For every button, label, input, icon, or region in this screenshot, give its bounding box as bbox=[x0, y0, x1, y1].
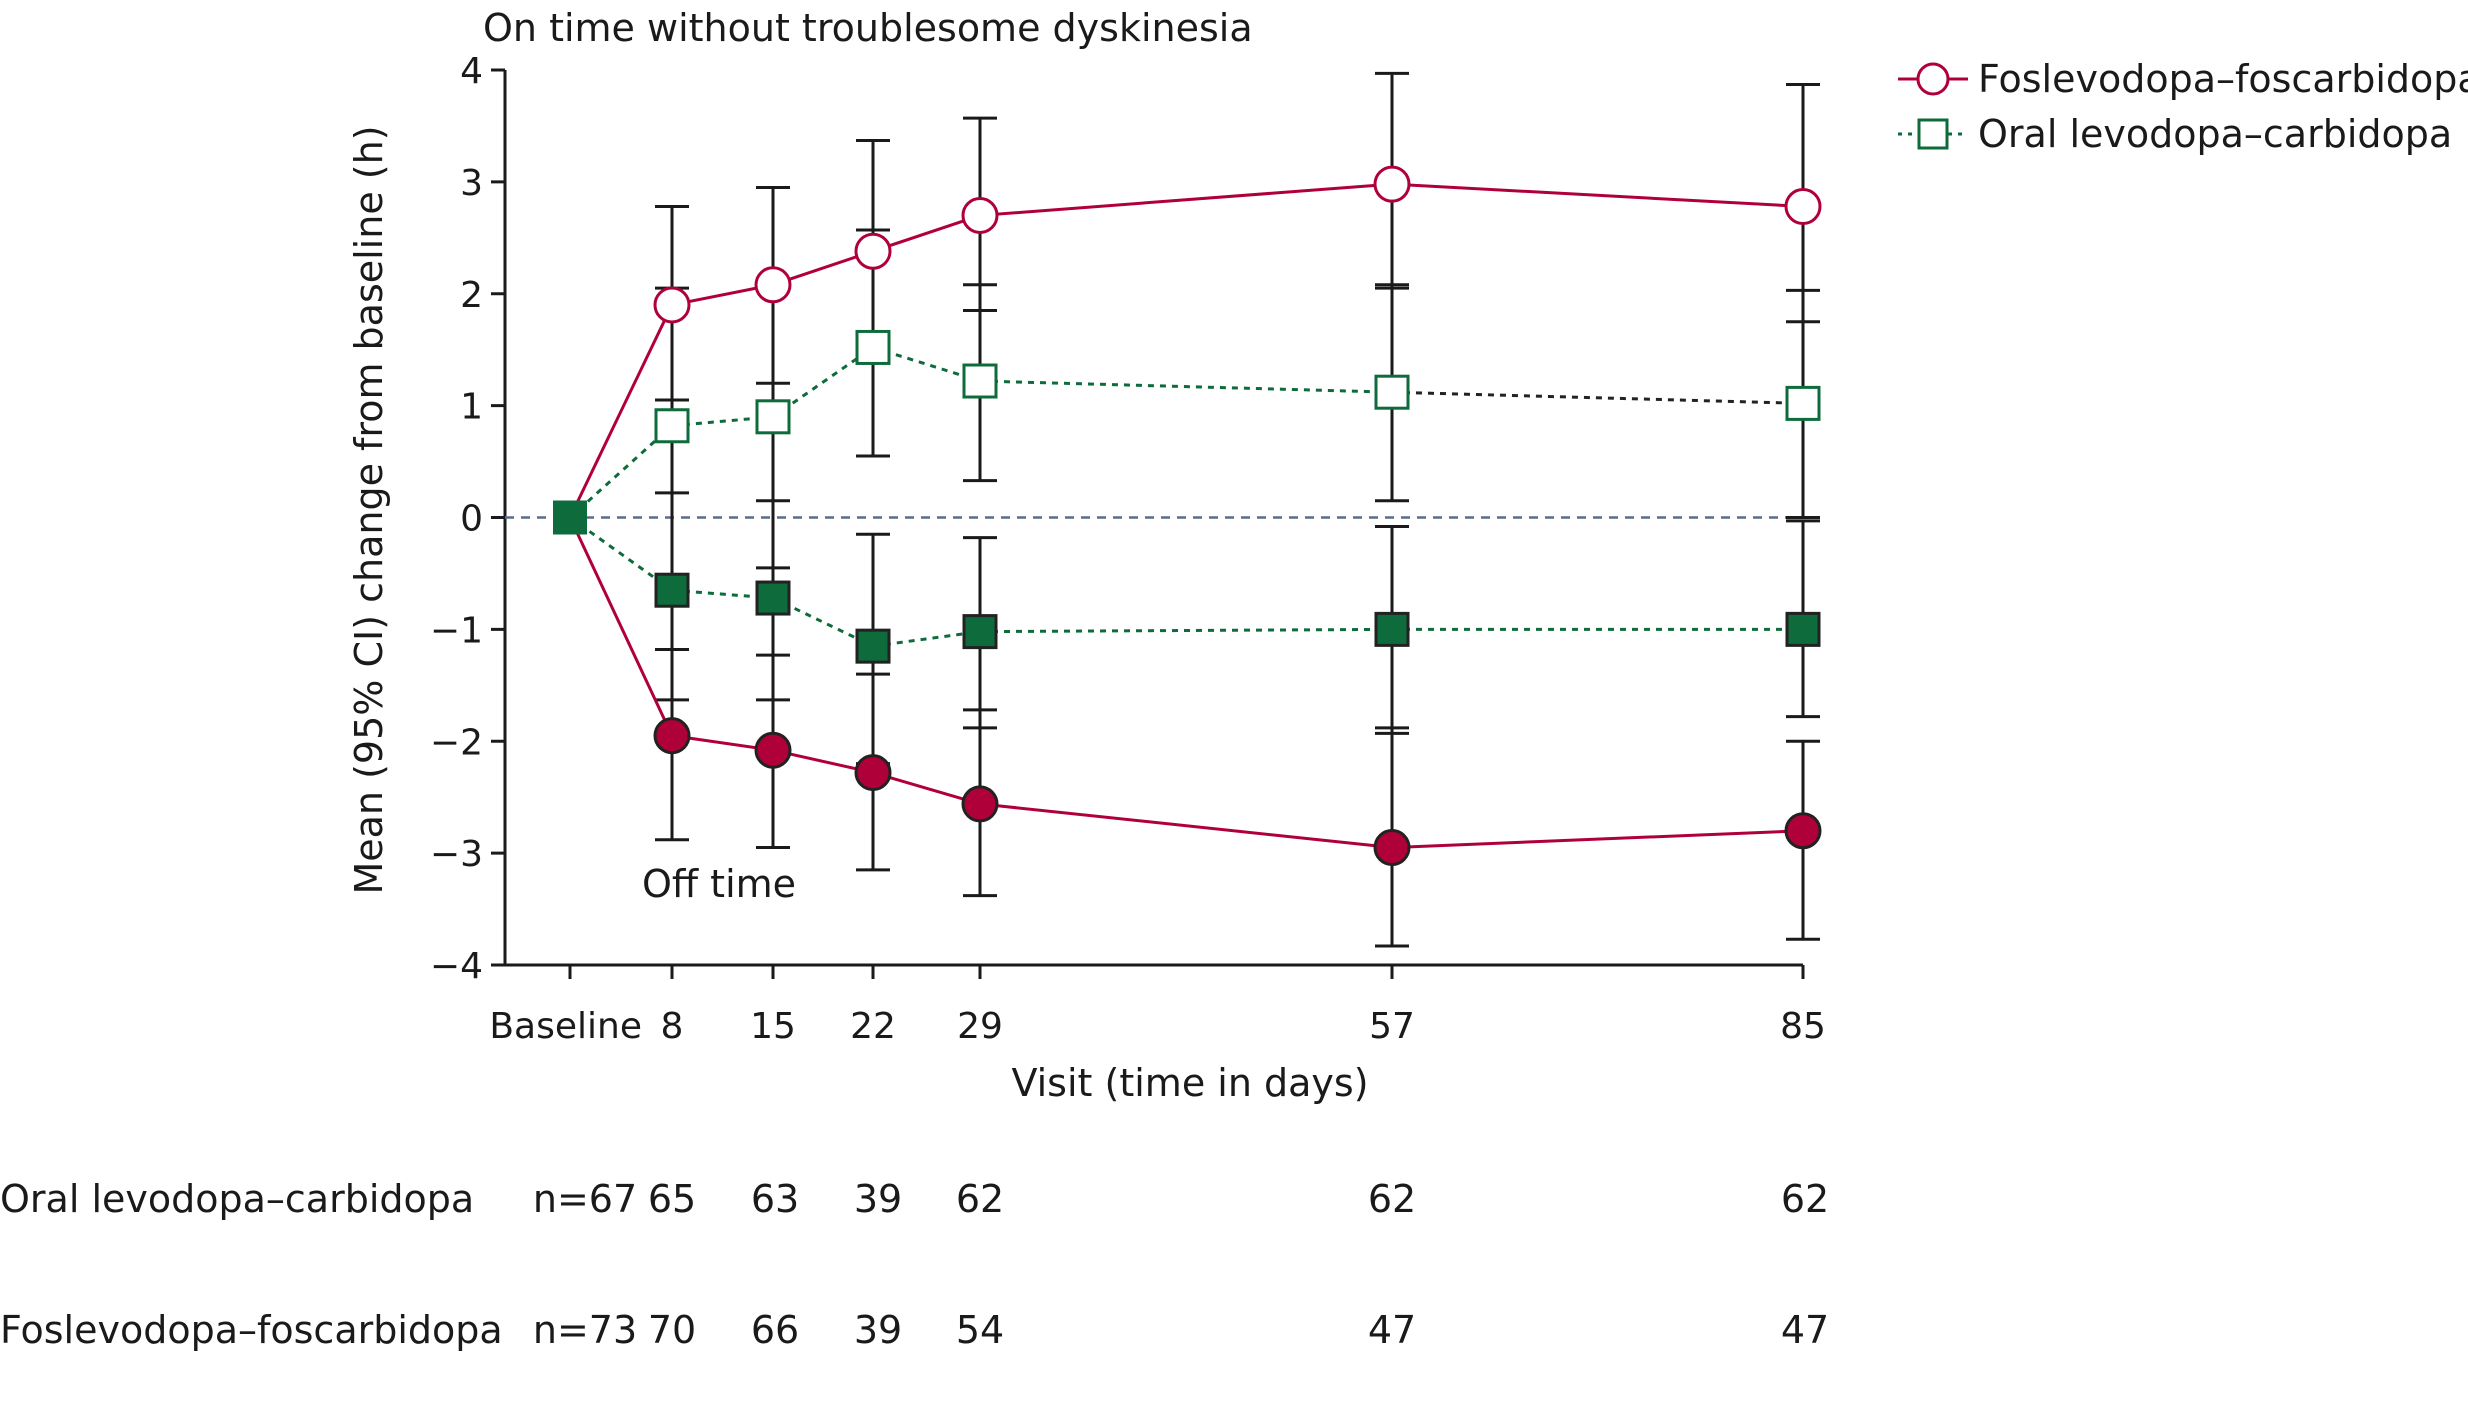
series-line-segment bbox=[1391, 182, 1804, 208]
n-value: 62 bbox=[1368, 1177, 1416, 1221]
series-line-segment bbox=[568, 304, 674, 519]
data-point bbox=[654, 408, 690, 444]
data-point bbox=[1373, 829, 1411, 867]
n-row-label-fos: Foslevodopa–foscarbidopa bbox=[0, 1308, 503, 1352]
data-point bbox=[962, 363, 998, 399]
n-value: 39 bbox=[854, 1308, 902, 1352]
data-point bbox=[1785, 385, 1821, 421]
series-line-segment bbox=[979, 627, 1393, 634]
n-value: n=73 bbox=[533, 1308, 637, 1352]
n-value: 62 bbox=[1781, 1177, 1829, 1221]
n-value: 63 bbox=[751, 1177, 799, 1221]
n-value: 62 bbox=[956, 1177, 1004, 1221]
data-point bbox=[1374, 374, 1410, 410]
n-value: 66 bbox=[751, 1308, 799, 1352]
n-table: Oral levodopa–carbidopa Foslevodopa–fosc… bbox=[0, 1177, 1829, 1352]
x-tick-label: Baseline bbox=[489, 1006, 642, 1047]
n-row-label-oral: Oral levodopa–carbidopa bbox=[0, 1177, 474, 1221]
data-point bbox=[653, 717, 691, 755]
legend-oral-label: Oral levodopa–carbidopa bbox=[1978, 112, 2452, 156]
n-value: 39 bbox=[854, 1177, 902, 1221]
data-point bbox=[1784, 812, 1822, 850]
data-point bbox=[961, 785, 999, 823]
y-tick-label: 1 bbox=[460, 387, 483, 428]
y-tick-label: −3 bbox=[430, 834, 483, 875]
data-point bbox=[855, 628, 891, 664]
data-point bbox=[1784, 187, 1822, 225]
legend-fos-marker bbox=[1916, 62, 1950, 96]
series-line-segment bbox=[979, 379, 1393, 394]
off-time-annotation: Off time bbox=[642, 862, 796, 906]
data-point bbox=[653, 286, 691, 324]
data-point bbox=[961, 196, 999, 234]
series-line-segment bbox=[569, 516, 673, 592]
series-line-segment bbox=[979, 802, 1393, 850]
y-axis-title: Mean (95% CI) change from baseline (h) bbox=[347, 125, 391, 894]
series-line-segment bbox=[1391, 390, 1804, 405]
y-tick-label: 2 bbox=[460, 275, 483, 316]
chart-title: On time without troublesome dyskinesia bbox=[483, 6, 1253, 50]
data-point bbox=[855, 329, 891, 365]
data-point bbox=[654, 572, 690, 608]
x-tick-label: 15 bbox=[750, 1006, 796, 1047]
data-point bbox=[755, 580, 791, 616]
n-value: 47 bbox=[1781, 1308, 1829, 1352]
data-point bbox=[1785, 611, 1821, 647]
legend-oral-marker bbox=[1917, 118, 1949, 150]
data-point bbox=[755, 399, 791, 435]
y-tick-label: −2 bbox=[430, 722, 483, 763]
data-point bbox=[754, 731, 792, 769]
n-value: 47 bbox=[1368, 1308, 1416, 1352]
series-line-segment bbox=[979, 182, 1393, 217]
series-line-segment bbox=[568, 516, 674, 737]
y-tick-label: 4 bbox=[460, 51, 483, 92]
n-value: 54 bbox=[956, 1308, 1004, 1352]
x-tick-label: 29 bbox=[957, 1006, 1003, 1047]
series-line-segment bbox=[872, 771, 981, 806]
n-value: n=67 bbox=[533, 1177, 637, 1221]
x-tick-label: 22 bbox=[850, 1006, 896, 1047]
series-line-segment bbox=[872, 214, 981, 253]
legend-fos-label: Foslevodopa–foscarbidopa bbox=[1978, 57, 2468, 101]
data-point bbox=[854, 754, 892, 792]
data-point bbox=[1374, 611, 1410, 647]
data-point bbox=[1373, 165, 1411, 203]
series-line-segment bbox=[872, 630, 981, 648]
n-value: 65 bbox=[648, 1177, 696, 1221]
x-tick-label: 85 bbox=[1780, 1006, 1826, 1047]
y-tick-label: −4 bbox=[430, 946, 483, 987]
y-tick-label: −1 bbox=[430, 610, 483, 651]
legend: Foslevodopa–foscarbidopa Oral levodopa–c… bbox=[1898, 57, 2468, 156]
baseline-point bbox=[553, 500, 587, 535]
data-point bbox=[962, 614, 998, 650]
n-value: 70 bbox=[648, 1308, 696, 1352]
x-tick-label: 57 bbox=[1369, 1006, 1415, 1047]
y-tick-label: 0 bbox=[460, 499, 483, 540]
data-point bbox=[754, 266, 792, 304]
series-line-segment bbox=[1391, 829, 1804, 850]
x-tick-label: 8 bbox=[661, 1006, 684, 1047]
x-axis-title: Visit (time in days) bbox=[1011, 1061, 1368, 1105]
y-tick-label: 3 bbox=[460, 163, 483, 204]
data-point bbox=[854, 232, 892, 270]
